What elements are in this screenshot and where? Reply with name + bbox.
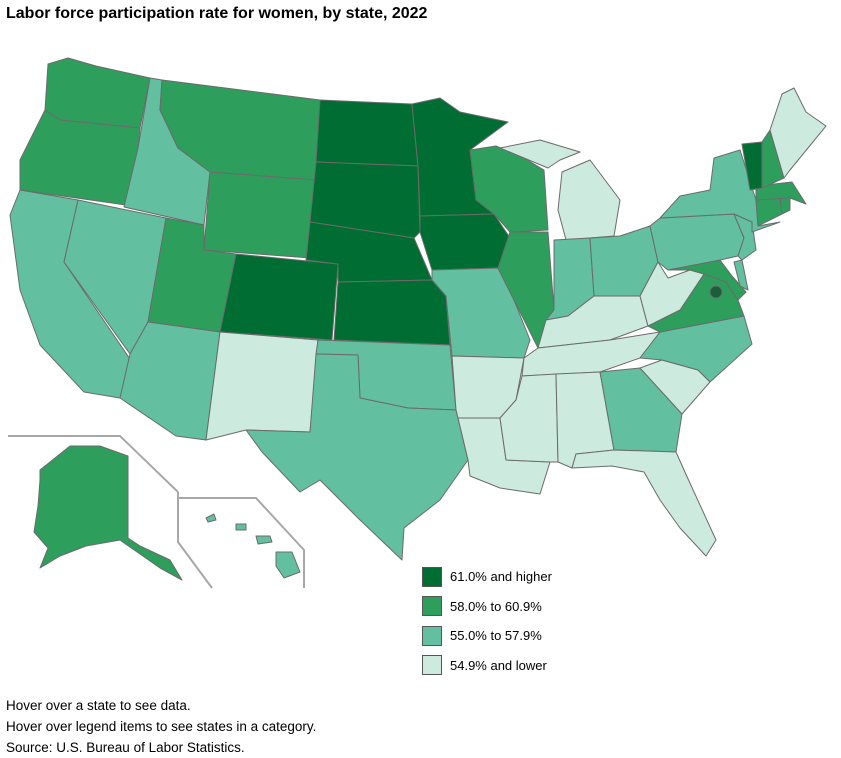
state-maine[interactable] (769, 87, 827, 179)
legend-hover-note: Hover over legend items to see states in… (6, 719, 317, 734)
state-texas[interactable] (245, 353, 469, 561)
state-alaska[interactable] (33, 445, 183, 581)
notes: Hover over a state to see data. Hover ov… (6, 695, 316, 758)
state-rhode-island[interactable] (779, 197, 791, 215)
legend-swatch (422, 566, 442, 587)
state-kentucky[interactable] (537, 295, 649, 349)
legend-item[interactable]: 61.0% and higher (422, 562, 552, 592)
legend-label: 54.9% and lower (450, 657, 547, 673)
hover-note: Hover over a state to see data. (6, 698, 191, 713)
state-florida[interactable] (571, 449, 717, 557)
hawaii-inset-border-right (178, 497, 305, 588)
state-connecticut[interactable] (755, 197, 783, 227)
alaska-inset-border (8, 435, 179, 493)
state-delaware[interactable] (733, 259, 749, 291)
legend-label: 58.0% to 60.9% (450, 598, 542, 614)
legend-swatch (422, 596, 442, 617)
state-hawaii[interactable] (205, 513, 301, 579)
state-north-dakota[interactable] (315, 99, 419, 167)
us-states-map (8, 57, 827, 589)
map-title: Labor force participation rate for women… (6, 5, 428, 22)
hawaii-inset-border (177, 492, 213, 589)
state-new-mexico[interactable] (205, 331, 319, 441)
state-colorado[interactable] (219, 253, 339, 341)
legend-item[interactable]: 54.9% and lower (422, 651, 552, 681)
legend-item[interactable]: 55.0% to 57.9% (422, 621, 552, 651)
state-wyoming[interactable] (203, 171, 317, 259)
state-pennsylvania[interactable] (649, 213, 745, 271)
legend: 61.0% and higher 58.0% to 60.9% 55.0% to… (422, 562, 552, 680)
state-district-of-columbia[interactable] (709, 285, 723, 299)
state-washington[interactable] (44, 57, 151, 129)
legend-swatch (422, 625, 442, 646)
state-kansas[interactable] (333, 279, 451, 346)
source-note: Source: U.S. Bureau of Labor Statistics. (6, 740, 245, 755)
legend-item[interactable]: 58.0% to 60.9% (422, 592, 552, 622)
state-maryland[interactable] (667, 259, 747, 301)
state-south-dakota[interactable] (309, 161, 421, 239)
state-north-carolina[interactable] (639, 315, 753, 383)
state-massachusetts[interactable] (755, 181, 807, 205)
legend-swatch (422, 655, 442, 676)
state-georgia[interactable] (599, 367, 683, 453)
state-iowa[interactable] (419, 213, 511, 271)
legend-label: 61.0% and higher (450, 569, 552, 585)
legend-label: 55.0% to 57.9% (450, 628, 542, 644)
